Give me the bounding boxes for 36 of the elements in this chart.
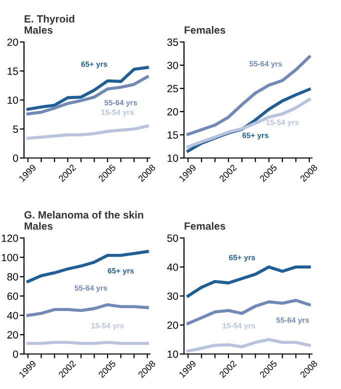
y-tick-label: 15 <box>8 68 18 75</box>
line-series <box>26 75 149 116</box>
y-tick-label: 40 <box>7 312 18 320</box>
line-series <box>26 303 149 317</box>
chart-title: E. Thyroid <box>24 14 74 25</box>
chart-subtitle: Males <box>24 222 53 230</box>
y-tick-label: 100 <box>2 254 18 262</box>
chart-subtitle: Males <box>24 26 53 34</box>
y-tick-label: 80 <box>7 273 18 281</box>
line-series <box>186 265 311 298</box>
y-tick-label: 0 <box>13 154 18 162</box>
y-tick-label: 20 <box>167 108 178 116</box>
line-series <box>26 124 149 140</box>
y-tick-label: 10 <box>168 154 178 162</box>
chart-title: Females <box>184 222 226 230</box>
y-tick-label: 30 <box>167 292 178 300</box>
y-tick-label: 40 <box>167 264 178 271</box>
y-tick-label: 0 <box>13 350 18 358</box>
y-tick-label: 5 <box>13 126 18 133</box>
y-tick-label: 60 <box>7 292 18 300</box>
chart-title: G. Melanoma of the skin <box>24 210 144 219</box>
y-tick-label: 35 <box>167 38 178 46</box>
y-tick-label: 20 <box>167 322 178 329</box>
y-tick-label: 25 <box>167 84 178 92</box>
y-tick-label: 20 <box>7 38 18 46</box>
y-tick-label: 30 <box>167 62 178 70</box>
y-tick-label: 10 <box>168 350 178 358</box>
y-tick-label: 50 <box>167 234 178 242</box>
line-series <box>186 338 311 353</box>
chart-title: Females <box>184 26 226 34</box>
line-series <box>26 250 149 284</box>
y-tick-label: 10 <box>8 96 18 104</box>
y-tick-label: 15 <box>168 131 178 139</box>
line-series <box>186 98 311 148</box>
y-tick-label: 20 <box>7 331 18 339</box>
y-tick-label: 120 <box>2 234 18 242</box>
